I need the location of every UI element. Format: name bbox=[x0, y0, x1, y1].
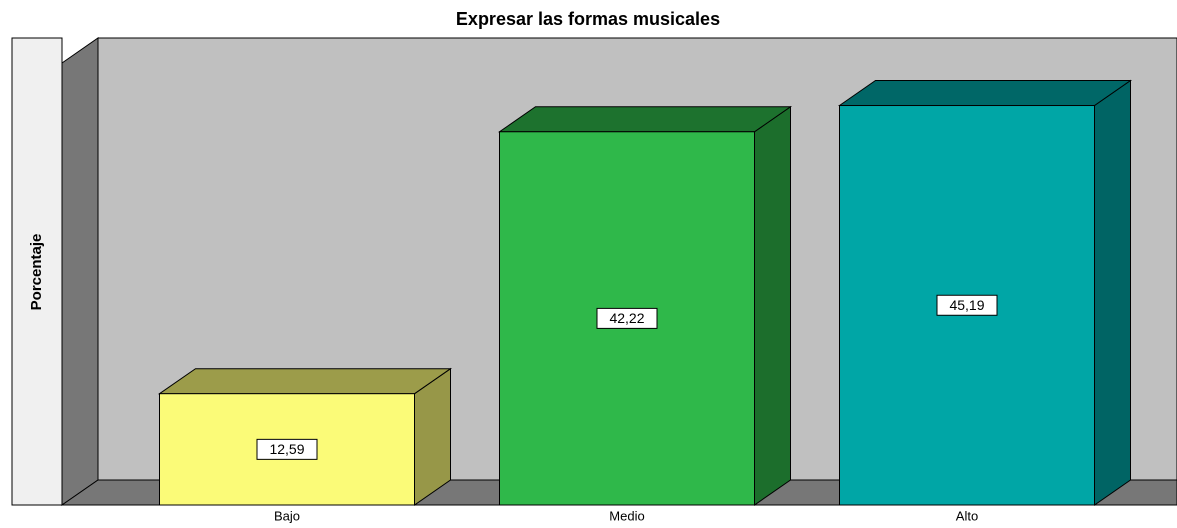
x-tick-label: Medio bbox=[609, 508, 644, 523]
bar-top bbox=[497, 106, 793, 133]
y-axis-label: Porcentaje bbox=[28, 234, 45, 311]
axis-panel bbox=[11, 37, 63, 506]
chart-title: Expresar las formas musicales bbox=[456, 9, 720, 29]
bar bbox=[499, 131, 755, 506]
value-label-box bbox=[936, 294, 998, 316]
bar-side bbox=[1094, 79, 1131, 506]
value-label: 12,59 bbox=[269, 441, 304, 457]
bar-top bbox=[837, 80, 1133, 107]
value-label: 45,19 bbox=[949, 297, 984, 313]
left-wall bbox=[61, 37, 99, 506]
bar-side bbox=[754, 105, 791, 506]
value-label-box bbox=[256, 438, 318, 460]
x-tick-label: Alto bbox=[956, 508, 978, 523]
value-label-box bbox=[596, 307, 658, 329]
bar-top bbox=[157, 368, 453, 395]
value-label: 42,22 bbox=[609, 310, 644, 326]
x-tick-label: Bajo bbox=[274, 508, 300, 523]
